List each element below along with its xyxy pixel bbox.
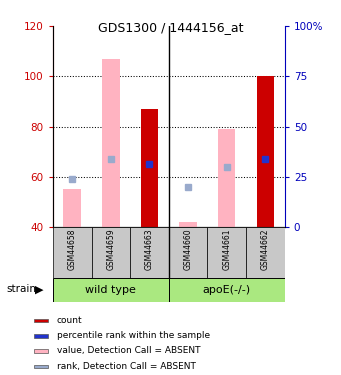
Text: GSM44660: GSM44660 xyxy=(183,229,193,270)
Text: strain: strain xyxy=(7,285,37,294)
Bar xyxy=(34,334,48,338)
Text: value, Detection Call = ABSENT: value, Detection Call = ABSENT xyxy=(57,346,200,355)
Bar xyxy=(130,227,169,278)
Bar xyxy=(34,349,48,352)
Text: rank, Detection Call = ABSENT: rank, Detection Call = ABSENT xyxy=(57,362,195,371)
Bar xyxy=(34,319,48,322)
Text: wild type: wild type xyxy=(85,285,136,295)
Text: GSM44661: GSM44661 xyxy=(222,229,231,270)
Bar xyxy=(91,227,130,278)
Bar xyxy=(102,59,119,227)
Bar xyxy=(169,227,207,278)
Bar xyxy=(34,365,48,368)
Bar xyxy=(246,227,285,278)
Text: ▶: ▶ xyxy=(35,285,43,294)
Text: percentile rank within the sample: percentile rank within the sample xyxy=(57,331,210,340)
Text: GSM44659: GSM44659 xyxy=(106,229,115,270)
Bar xyxy=(53,227,91,278)
Bar xyxy=(169,278,285,302)
Bar xyxy=(207,227,246,278)
Text: apoE(-/-): apoE(-/-) xyxy=(203,285,251,295)
Text: GSM44662: GSM44662 xyxy=(261,229,270,270)
Bar xyxy=(141,109,158,227)
Bar xyxy=(257,76,274,227)
Text: GSM44663: GSM44663 xyxy=(145,229,154,270)
Text: count: count xyxy=(57,316,82,325)
Bar xyxy=(63,189,81,227)
Bar xyxy=(179,222,197,227)
Bar xyxy=(53,278,169,302)
Bar xyxy=(218,129,235,227)
Text: GSM44658: GSM44658 xyxy=(68,229,77,270)
Text: GDS1300 / 1444156_at: GDS1300 / 1444156_at xyxy=(98,21,243,34)
